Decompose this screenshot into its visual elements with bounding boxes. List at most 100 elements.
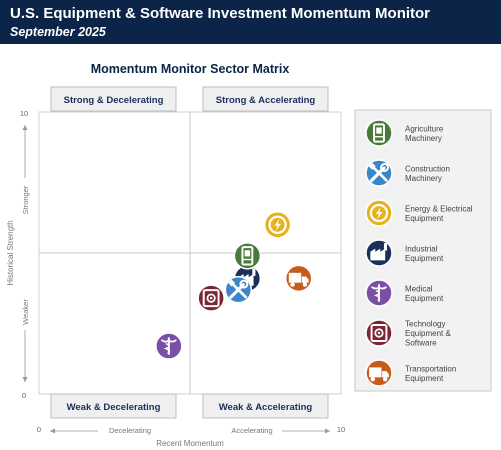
y-axis-label: Historical Strength bbox=[6, 220, 15, 285]
wings bbox=[371, 286, 387, 290]
x-note-accelerating: Accelerating bbox=[231, 426, 272, 435]
legend-label: Construction bbox=[405, 164, 450, 173]
quadrant-label-bottom-right-box: Weak & Accelerating bbox=[202, 393, 329, 419]
screwdriver-grip bbox=[228, 279, 236, 287]
legend-label: Energy & Electrical bbox=[405, 204, 473, 213]
screwdriver-grip bbox=[368, 162, 376, 170]
data-point-transportation-equipment bbox=[284, 264, 313, 293]
trailer bbox=[369, 367, 382, 378]
header-banner: U.S. Equipment & Software Investment Mom… bbox=[0, 0, 501, 44]
gear bbox=[206, 293, 216, 303]
wheel bbox=[290, 282, 295, 287]
silo-body bbox=[373, 123, 385, 143]
legend-label: Industrial bbox=[405, 244, 438, 253]
silo-body bbox=[241, 246, 254, 266]
cab bbox=[382, 371, 389, 378]
x-tick-label: 10 bbox=[337, 425, 345, 434]
chimney bbox=[383, 243, 388, 251]
gear bbox=[374, 328, 384, 338]
quadrant-box bbox=[202, 86, 329, 112]
snake bbox=[373, 289, 381, 302]
screwdriver bbox=[370, 164, 388, 182]
legend-label: Technology bbox=[405, 320, 445, 329]
gear-hub bbox=[377, 331, 381, 335]
quadrant-box bbox=[50, 393, 177, 419]
case bbox=[370, 323, 388, 343]
factory-icon bbox=[370, 243, 388, 261]
trailer bbox=[288, 272, 302, 283]
wrench-head bbox=[380, 162, 390, 172]
legend-marker bbox=[365, 359, 393, 387]
x-note-decelerating: Decelerating bbox=[109, 426, 151, 435]
legend-marker bbox=[365, 119, 393, 147]
legend-label: Medical bbox=[405, 284, 433, 293]
data-point-medical-equipment bbox=[155, 332, 183, 360]
quadrant-label-top-left: Strong & Decelerating bbox=[64, 95, 164, 106]
data-point-technology-equipment-software bbox=[197, 284, 225, 312]
tools-icon bbox=[228, 279, 249, 299]
quadrant-label-bottom-right: Weak & Accelerating bbox=[219, 402, 313, 413]
x-tick-label: 0 bbox=[37, 425, 41, 434]
legend-label: Equipment bbox=[405, 214, 444, 223]
y-arrow-top-head bbox=[22, 125, 28, 130]
caduceus-icon bbox=[160, 337, 177, 355]
y-tick-label: 0 bbox=[22, 391, 26, 400]
chart-title: Momentum Monitor Sector Matrix bbox=[91, 62, 290, 76]
bolt bbox=[274, 218, 282, 231]
quadrant-label-top-right-box: Strong & Accelerating bbox=[202, 86, 329, 112]
snake bbox=[163, 342, 171, 355]
factory-body bbox=[370, 248, 386, 261]
y-tick-label: 10 bbox=[20, 109, 28, 118]
ring bbox=[369, 203, 389, 223]
y-note-stronger: Stronger bbox=[21, 185, 30, 214]
legend-marker bbox=[365, 199, 393, 227]
legend-marker bbox=[365, 239, 393, 267]
bolt bbox=[375, 206, 383, 220]
legend-label: Transportation bbox=[405, 364, 456, 373]
computer-icon bbox=[202, 289, 220, 308]
case bbox=[202, 289, 220, 308]
gear-hub bbox=[209, 296, 213, 300]
quadrant-label-bottom-left: Weak & Decelerating bbox=[67, 402, 161, 413]
data-point-construction-machinery bbox=[224, 275, 253, 304]
legend: AgricultureMachineryConstructionMachiner… bbox=[354, 109, 492, 392]
chimney bbox=[252, 268, 256, 276]
quadrant-label-bottom-left-box: Weak & Decelerating bbox=[50, 393, 177, 419]
legend-label: Agriculture bbox=[405, 124, 444, 133]
quadrant-box bbox=[202, 393, 329, 419]
wheel bbox=[302, 282, 308, 287]
ring bbox=[268, 215, 287, 234]
y-arrow-bottom-head bbox=[22, 377, 28, 382]
wings bbox=[160, 339, 177, 343]
lightning-icon bbox=[268, 215, 287, 234]
legend-label: Machinery bbox=[405, 174, 442, 183]
wheel bbox=[370, 376, 376, 382]
legend-label: Software bbox=[405, 339, 437, 348]
legend-label: Equipment bbox=[405, 254, 444, 263]
legend-marker bbox=[365, 159, 393, 187]
data-point-agriculture-machinery bbox=[233, 242, 262, 270]
legend-marker bbox=[365, 319, 393, 347]
cab bbox=[301, 276, 309, 283]
x-arrow-left-head bbox=[50, 428, 55, 434]
legend-label: Equipment & bbox=[405, 329, 451, 338]
truck-icon bbox=[288, 272, 309, 287]
tractor-icon bbox=[241, 246, 254, 266]
computer-icon bbox=[370, 323, 388, 343]
legend-label: Equipment bbox=[405, 374, 444, 383]
y-note-weaker: Weaker bbox=[21, 299, 30, 325]
x-arrow-right-head bbox=[325, 428, 330, 434]
truck-icon bbox=[369, 367, 389, 382]
legend-label: Machinery bbox=[405, 134, 442, 143]
page-title: U.S. Equipment & Software Investment Mom… bbox=[10, 5, 431, 22]
x-axis-label: Recent Momentum bbox=[156, 439, 224, 448]
legend-label: Equipment bbox=[405, 294, 444, 303]
